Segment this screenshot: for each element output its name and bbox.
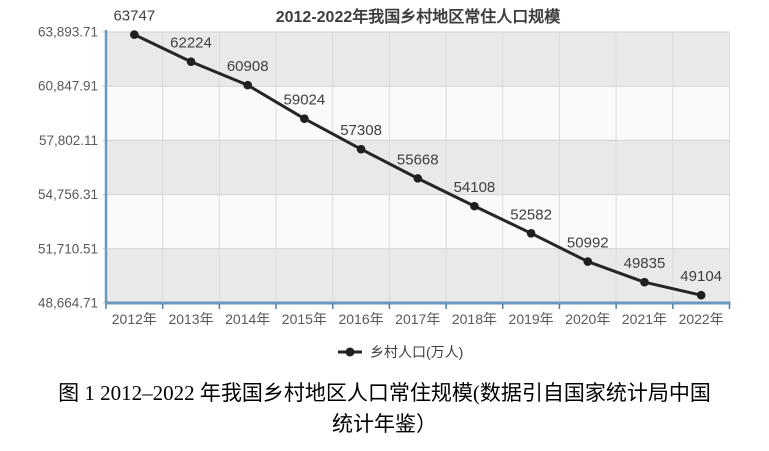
x-axis-tick-label: 2015年 — [282, 311, 327, 327]
data-point[interactable] — [640, 277, 649, 287]
plot-band — [106, 86, 730, 141]
y-axis-tick-label: 51,710.51 — [38, 241, 98, 256]
data-point-label: 52582 — [510, 206, 552, 223]
figure-caption: 图 1 2012–2022 年我国乡村地区人口常住规模(数据引自国家统计局中国 … — [0, 378, 769, 440]
data-point-label: 59024 — [284, 92, 326, 109]
data-point-label: 55668 — [397, 151, 439, 168]
data-point[interactable] — [186, 57, 196, 67]
legend-label: 乡村人口(万人) — [370, 344, 463, 360]
legend[interactable]: 乡村人口(万人) — [338, 344, 463, 360]
x-axis-tick-label: 2021年 — [622, 311, 667, 327]
data-point[interactable] — [300, 114, 309, 123]
y-axis-tick-label: 54,756.31 — [38, 187, 98, 202]
data-point-label: 49835 — [624, 255, 666, 272]
x-axis-tick-label: 2022年 — [679, 311, 724, 327]
data-point-label: 63747 — [113, 8, 155, 25]
x-axis-tick-label: 2016年 — [338, 311, 383, 327]
y-axis-tick-label: 48,664.71 — [38, 296, 98, 311]
plot-band — [106, 32, 730, 87]
caption-line-2: 统计年鉴） — [332, 412, 437, 436]
plot-band — [106, 140, 730, 195]
caption-line-1: 图 1 2012–2022 年我国乡村地区人口常住规模(数据引自国家统计局中国 — [58, 381, 711, 405]
x-axis-tick-label: 2017年 — [395, 311, 440, 327]
x-axis-tick-label: 2014年 — [225, 311, 270, 327]
data-point[interactable] — [526, 228, 536, 238]
y-axis-tick-label: 60,847.91 — [38, 79, 98, 94]
x-axis-tick-label: 2020年 — [565, 311, 610, 327]
data-point[interactable] — [470, 201, 479, 211]
x-axis-tick-label: 2012年 — [112, 311, 157, 327]
legend-dot-marker — [345, 347, 355, 357]
data-point[interactable] — [583, 257, 593, 266]
data-point[interactable] — [356, 144, 366, 154]
plot-band — [106, 194, 730, 249]
x-axis-tick-label: 2018年 — [452, 311, 497, 327]
data-point-label: 57308 — [340, 122, 382, 139]
data-point-label: 50992 — [567, 235, 609, 252]
data-point-label: 54108 — [454, 179, 496, 196]
data-point[interactable] — [130, 30, 139, 39]
y-axis-tick-label: 63,893.71 — [38, 25, 98, 40]
x-axis-tick-label: 2019年 — [509, 311, 554, 327]
figure: 2012-2022年我国乡村地区常住人口规模 63,893.71 60,847.9… — [0, 7, 769, 440]
data-point-label: 62224 — [170, 35, 212, 52]
plot-area: 63,893.71 60,847.91 57,802.11 54,756.31 51,7… — [38, 8, 731, 327]
y-axis-tick-label: 57,802.11 — [39, 133, 98, 148]
data-point-label: 60908 — [227, 58, 269, 75]
chart-title: 2012-2022年我国乡村地区常住人口规模 — [276, 7, 562, 26]
data-point-label: 49104 — [680, 268, 722, 285]
line-chart: 2012-2022年我国乡村地区常住人口规模 63,893.71 60,847.9… — [38, 7, 731, 360]
x-axis-tick-label: 2013年 — [168, 311, 213, 327]
data-point[interactable] — [413, 174, 423, 183]
data-point[interactable] — [243, 80, 253, 90]
data-point[interactable] — [696, 290, 706, 300]
